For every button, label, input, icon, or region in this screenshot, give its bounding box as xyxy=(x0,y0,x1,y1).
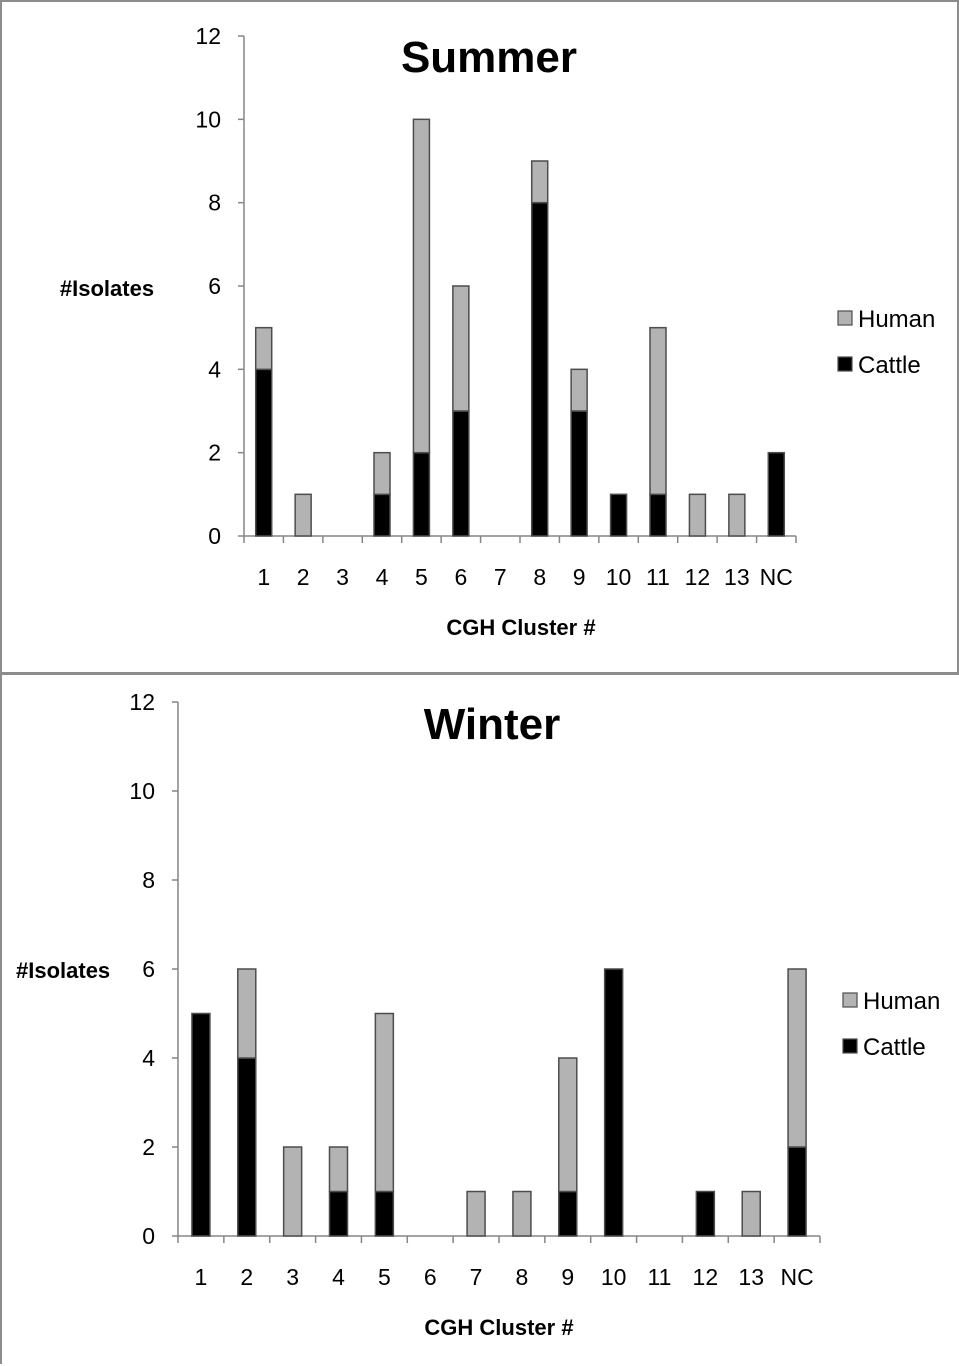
summer-legend-label-cattle: Cattle xyxy=(858,352,921,379)
winter-x-tick-label: 12 xyxy=(693,1264,719,1290)
winter-bar-cattle xyxy=(237,1057,257,1237)
summer-bar-human xyxy=(688,493,707,537)
summer-bar-cattle xyxy=(254,368,273,537)
summer-bar-human xyxy=(294,493,312,537)
winter-x-tick-label: 11 xyxy=(648,1264,672,1290)
winter-x-tick-label: 6 xyxy=(424,1264,437,1290)
summer-bar-human xyxy=(570,368,588,412)
winter-x-tick-label: 4 xyxy=(332,1264,345,1290)
winter-legend-swatch-human xyxy=(842,992,858,1008)
summer-y-tick-label: 12 xyxy=(195,23,221,49)
winter-x-axis-title: CGH Cluster # xyxy=(424,1315,573,1340)
summer-y-tick-label: 10 xyxy=(195,106,221,132)
summer-x-tick-label: 3 xyxy=(336,564,349,590)
summer-bar-human xyxy=(649,326,667,496)
winter-bar-human xyxy=(741,1190,761,1237)
summer-x-tick-label: 10 xyxy=(606,564,632,590)
summer-x-tick-label: 6 xyxy=(454,564,467,590)
winter-x-tick-label: 10 xyxy=(601,1264,627,1290)
summer-bar-human xyxy=(530,160,549,204)
winter-y-tick-label: 2 xyxy=(142,1134,155,1160)
winter-y-tick-label: 6 xyxy=(142,956,155,982)
winter-x-tick-label: 1 xyxy=(195,1264,208,1290)
winter-y-axis-title: #Isolates xyxy=(16,958,110,983)
summer-x-tick-label: 8 xyxy=(533,564,546,590)
winter-x-tick-label: NC xyxy=(780,1264,813,1290)
summer-x-tick-label: 5 xyxy=(415,564,428,590)
winter-bar-human xyxy=(374,1012,395,1193)
summer-y-tick-label: 4 xyxy=(208,356,221,382)
summer-legend-swatch-cattle xyxy=(837,356,853,372)
winter-x-tick-label: 9 xyxy=(561,1264,574,1290)
summer-y-tick-label: 8 xyxy=(208,190,221,216)
summer-x-tick-label: 4 xyxy=(376,564,389,590)
summer-bar-cattle xyxy=(412,451,431,537)
summer-x-axis-title: CGH Cluster # xyxy=(446,615,595,640)
summer-bar-cattle xyxy=(530,201,549,537)
summer-bar-cattle xyxy=(373,493,391,537)
winter-y-tick-label: 0 xyxy=(142,1223,155,1249)
summer-x-tick-label: 2 xyxy=(297,564,310,590)
summer-y-axis-title: #Isolates xyxy=(60,276,154,301)
summer-legend-label-human: Human xyxy=(858,306,935,333)
winter-bar-human xyxy=(282,1146,303,1237)
winter-bar-cattle xyxy=(374,1190,395,1237)
winter-y-tick-label: 12 xyxy=(129,689,155,715)
winter-bar-human xyxy=(328,1146,349,1193)
summer-legend-swatch-human xyxy=(837,310,853,326)
winter-legend-label-human: Human xyxy=(863,988,940,1015)
winter-bar-human xyxy=(787,968,807,1148)
summer-y-tick-label: 2 xyxy=(208,440,221,466)
winter-bar-human xyxy=(237,968,257,1059)
winter-bar-human xyxy=(558,1057,578,1193)
winter-x-tick-label: 5 xyxy=(378,1264,391,1290)
summer-chart-panel: Summer 0 2 4 6 8 10 12 1 2 3 4 5 6 7 8 9 10 11 12 13 NC #Isola… xyxy=(0,0,959,673)
summer-x-tick-label: NC xyxy=(760,564,793,590)
winter-legend-swatch-cattle xyxy=(842,1038,858,1054)
summer-x-tick-label: 13 xyxy=(724,564,750,590)
winter-chart-title: Winter xyxy=(424,700,561,749)
winter-x-tick-label: 8 xyxy=(516,1264,529,1290)
summer-bar-human xyxy=(412,118,431,454)
summer-bar-cattle xyxy=(609,493,628,537)
summer-x-tick-label: 12 xyxy=(685,564,711,590)
winter-x-tick-label: 3 xyxy=(286,1264,299,1290)
summer-bar-human xyxy=(728,493,746,537)
winter-chart-panel: Winter 0 2 4 6 8 10 12 1 2 3 4 5 6 7 8 9 10 11 12 13 NC #Isola… xyxy=(0,673,959,1364)
winter-x-tick-label: 7 xyxy=(470,1264,483,1290)
summer-bar-human xyxy=(254,326,273,371)
summer-x-tick-label: 7 xyxy=(494,564,507,590)
winter-bar-cattle xyxy=(787,1146,807,1237)
summer-chart-title: Summer xyxy=(401,33,577,82)
summer-y-tick-label: 0 xyxy=(208,523,221,549)
summer-bar-human xyxy=(452,285,470,412)
summer-x-tick-label: 11 xyxy=(646,564,670,590)
winter-legend-label-cattle: Cattle xyxy=(863,1034,926,1061)
summer-bar-cattle xyxy=(767,451,786,537)
summer-bar-human xyxy=(373,451,391,496)
winter-bar-human xyxy=(466,1190,486,1237)
summer-bar-cattle xyxy=(570,410,588,537)
winter-y-tick-label: 4 xyxy=(142,1045,155,1071)
winter-bar-human xyxy=(512,1190,532,1237)
winter-y-tick-label: 10 xyxy=(129,778,155,804)
winter-y-tick-label: 8 xyxy=(142,867,155,893)
summer-y-tick-label: 6 xyxy=(208,273,221,299)
winter-x-tick-label: 13 xyxy=(738,1264,764,1290)
winter-bar-cattle xyxy=(328,1190,349,1237)
winter-x-tick-label: 2 xyxy=(240,1264,253,1290)
summer-x-tick-label: 9 xyxy=(573,564,586,590)
winter-bar-cattle xyxy=(695,1190,716,1237)
winter-bar-cattle xyxy=(603,968,624,1237)
summer-x-tick-label: 1 xyxy=(257,564,270,590)
summer-bar-cattle xyxy=(452,410,470,537)
winter-bar-cattle xyxy=(558,1190,578,1237)
summer-bar-cattle xyxy=(649,493,667,537)
winter-bar-cattle xyxy=(191,1012,211,1237)
